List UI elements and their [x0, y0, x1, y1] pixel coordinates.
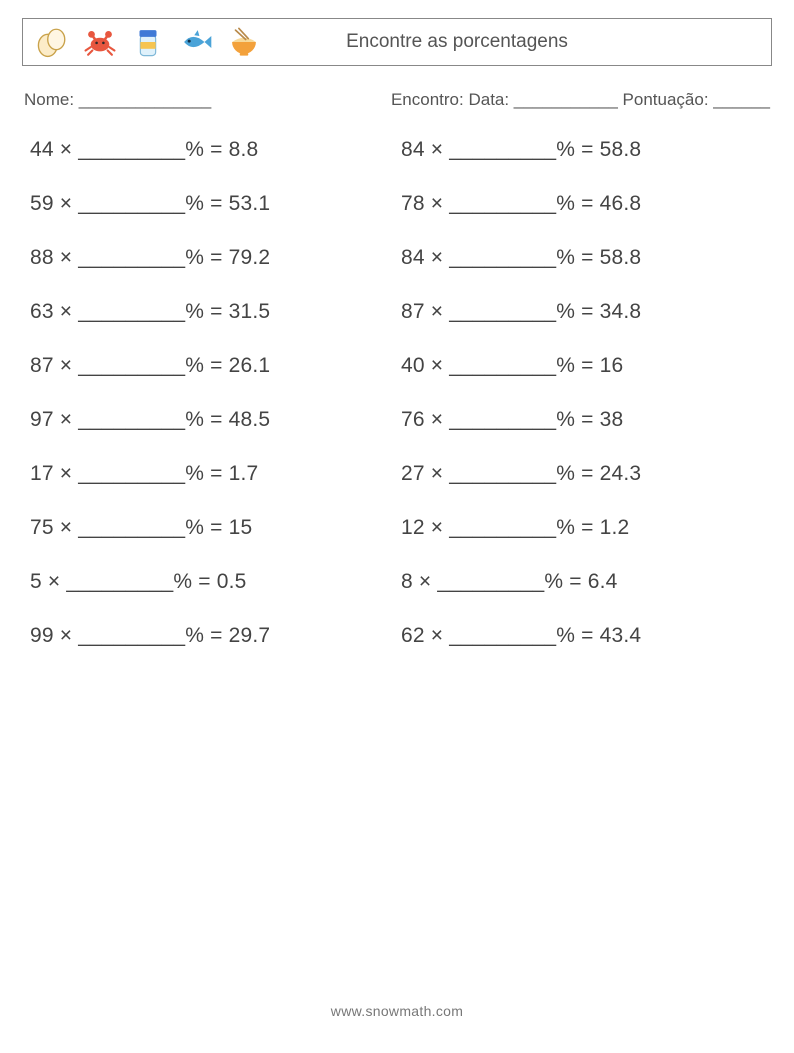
worksheet-page: Encontre as porcentagens Nome: _________… [0, 0, 794, 1053]
problem-cell: 97 × _________% = 48.5 [30, 408, 393, 432]
problem-cell: 27 × _________% = 24.3 [393, 462, 764, 486]
problem-row: 97 × _________% = 48.576 × _________% = … [30, 408, 764, 432]
crab-icon [83, 25, 117, 59]
problem-row: 59 × _________% = 53.178 × _________% = … [30, 192, 764, 216]
problem-cell: 84 × _________% = 58.8 [393, 138, 764, 162]
problems-grid: 44 × _________% = 8.884 × _________% = 5… [22, 138, 772, 648]
problem-cell: 87 × _________% = 26.1 [30, 354, 393, 378]
problem-cell: 99 × _________% = 29.7 [30, 624, 393, 648]
problem-cell: 59 × _________% = 53.1 [30, 192, 393, 216]
problem-cell: 63 × _________% = 31.5 [30, 300, 393, 324]
fish-icon [179, 25, 213, 59]
problem-cell: 62 × _________% = 43.4 [393, 624, 764, 648]
problem-row: 44 × _________% = 8.884 × _________% = 5… [30, 138, 764, 162]
date-score-label: Encontro: Data: ___________ Pontuação: _… [391, 90, 770, 110]
problem-row: 17 × _________% = 1.727 × _________% = 2… [30, 462, 764, 486]
bowl-icon [227, 25, 261, 59]
jar-icon [131, 25, 165, 59]
meta-row: Nome: ______________ Encontro: Data: ___… [24, 90, 770, 110]
problem-row: 63 × _________% = 31.587 × _________% = … [30, 300, 764, 324]
egg-icon [35, 25, 69, 59]
worksheet-title: Encontre as porcentagens [261, 31, 763, 53]
problem-cell: 78 × _________% = 46.8 [393, 192, 764, 216]
problem-cell: 40 × _________% = 16 [393, 354, 764, 378]
problem-cell: 88 × _________% = 79.2 [30, 246, 393, 270]
header-box: Encontre as porcentagens [22, 18, 772, 66]
name-field-label: Nome: ______________ [24, 90, 211, 110]
problem-cell: 17 × _________% = 1.7 [30, 462, 393, 486]
problem-cell: 75 × _________% = 15 [30, 516, 393, 540]
problem-row: 99 × _________% = 29.762 × _________% = … [30, 624, 764, 648]
problem-row: 88 × _________% = 79.284 × _________% = … [30, 246, 764, 270]
problem-cell: 44 × _________% = 8.8 [30, 138, 393, 162]
problem-cell: 12 × _________% = 1.2 [393, 516, 764, 540]
problem-cell: 5 × _________% = 0.5 [30, 570, 393, 594]
problem-cell: 8 × _________% = 6.4 [393, 570, 764, 594]
problem-cell: 76 × _________% = 38 [393, 408, 764, 432]
problem-row: 75 × _________% = 1512 × _________% = 1.… [30, 516, 764, 540]
header-icons [31, 25, 261, 59]
problem-row: 5 × _________% = 0.58 × _________% = 6.4 [30, 570, 764, 594]
problem-cell: 87 × _________% = 34.8 [393, 300, 764, 324]
problem-row: 87 × _________% = 26.140 × _________% = … [30, 354, 764, 378]
problem-cell: 84 × _________% = 58.8 [393, 246, 764, 270]
footer-url: www.snowmath.com [0, 1003, 794, 1019]
